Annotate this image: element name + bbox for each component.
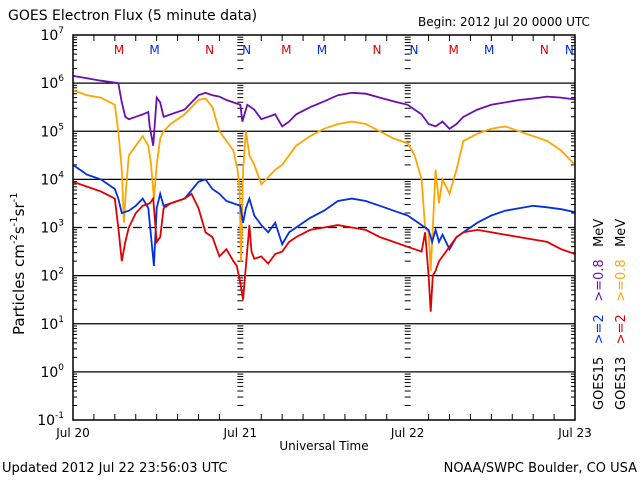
- legend-low-energy: >=2: [592, 314, 607, 344]
- series-group: [72, 75, 576, 312]
- credit-text: NOAA/SWPC Boulder, CO USA: [444, 461, 637, 476]
- series-line-3: [72, 164, 576, 267]
- legend-spacer: [614, 344, 629, 356]
- legend-column-goes13: GOES13 >=2 >=0.8 MeV: [614, 219, 629, 410]
- marker-label: N: [540, 43, 549, 57]
- legend-spacer: [614, 247, 629, 259]
- y-tick-exponent: 2: [58, 267, 64, 277]
- series-line-4: [72, 180, 576, 312]
- begin-time: Begin: 2012 Jul 20 0000 UTC: [418, 15, 590, 29]
- updated-timestamp: Updated 2012 Jul 22 23:56:03 UTC: [2, 461, 227, 476]
- grid-lines: [73, 82, 575, 373]
- legend-spacer: [592, 302, 607, 314]
- legend-text: GOES13 >=2 >=0.8 MeV: [614, 219, 629, 410]
- y-tick-exponent: 5: [58, 122, 64, 132]
- y-tick-exponent: 4: [58, 170, 64, 180]
- x-axis-label: Universal Time: [279, 439, 368, 453]
- y-tick-base: 10: [37, 413, 55, 429]
- marker-label: N: [242, 43, 251, 57]
- y-tick-label: 101: [40, 315, 64, 333]
- legend-spacer: [592, 344, 607, 356]
- marker-label: M: [449, 43, 459, 57]
- plot-frame: [72, 34, 576, 421]
- y-tick-exponent: -1: [55, 411, 64, 421]
- y-tick-base: 10: [40, 172, 58, 188]
- marker-label: M: [114, 43, 124, 57]
- x-tick-labels: Jul 20 Jul 21 Jul 22 Jul 23: [55, 426, 592, 440]
- x-tick-label: Jul 21: [223, 426, 258, 440]
- y-label-s: s: [10, 226, 28, 234]
- y-tick-base: 10: [40, 28, 58, 44]
- x-tick-label: Jul 20: [55, 426, 90, 440]
- axis-ticks: [73, 35, 575, 420]
- marker-label: N: [409, 43, 418, 57]
- legend-high-energy: >=0.8: [592, 259, 607, 301]
- marker-label: M: [484, 43, 494, 57]
- y-tick-exponent: 3: [58, 219, 64, 229]
- legend-low-energy: >=2: [614, 314, 629, 344]
- y-tick-label: 105: [40, 122, 64, 140]
- y-tick-exponent: 1: [58, 315, 64, 325]
- legend-text: GOES15 >=2 >=0.8 MeV: [592, 219, 607, 410]
- y-label-main: Particles cm: [10, 244, 28, 335]
- y-tick-label: 10-1: [37, 411, 64, 429]
- y-label-sr: sr: [10, 202, 28, 217]
- y-tick-base: 10: [40, 317, 58, 333]
- y-label-exp3: -1: [9, 192, 20, 202]
- y-tick-label: 102: [40, 267, 64, 285]
- y-tick-label: 104: [40, 170, 64, 188]
- series-line-1: [72, 75, 576, 146]
- y-tick-base: 10: [40, 76, 58, 92]
- marker-label: N: [205, 43, 214, 57]
- series-line-2: [72, 89, 576, 271]
- legend-satellite: GOES13: [614, 357, 629, 410]
- y-tick-exponent: 0: [58, 363, 64, 373]
- x-tick-label: Jul 22: [390, 426, 425, 440]
- legend-spacer: [592, 247, 607, 259]
- y-label-exp2: -1: [9, 216, 20, 226]
- y-tick-exponent: 6: [58, 74, 64, 84]
- y-tick-label: 100: [40, 363, 64, 381]
- chart-title: GOES Electron Flux (5 minute data): [8, 8, 257, 24]
- legend-spacer: [614, 302, 629, 314]
- marker-label: M: [149, 43, 159, 57]
- legend-unit: MeV: [614, 219, 629, 247]
- y-tick-exponent: 7: [58, 26, 64, 36]
- y-tick-base: 10: [40, 365, 58, 381]
- marker-label: M: [281, 43, 291, 57]
- y-axis-label: Particles cm-2s-1sr-1: [9, 192, 28, 335]
- y-tick-base: 10: [40, 124, 58, 140]
- legend-satellite: GOES15: [592, 357, 607, 410]
- y-tick-base: 10: [40, 269, 58, 285]
- marker-label: N: [565, 43, 574, 57]
- marker-label: N: [372, 43, 381, 57]
- x-tick-label: Jul 23: [557, 426, 592, 440]
- marker-label: M: [317, 43, 327, 57]
- y-tick-label: 107: [40, 26, 64, 44]
- y-label-exp1: -2: [9, 234, 20, 244]
- y-tick-base: 10: [40, 221, 58, 237]
- y-tick-label: 103: [40, 219, 64, 237]
- legend-high-energy: >=0.8: [614, 259, 629, 301]
- svg-text:Particles cm-2s-1sr-1: Particles cm-2s-1sr-1: [9, 192, 28, 335]
- y-tick-label: 106: [40, 74, 64, 92]
- legend-unit: MeV: [592, 219, 607, 247]
- legend-column-goes15: GOES15 >=2 >=0.8 MeV: [592, 219, 607, 410]
